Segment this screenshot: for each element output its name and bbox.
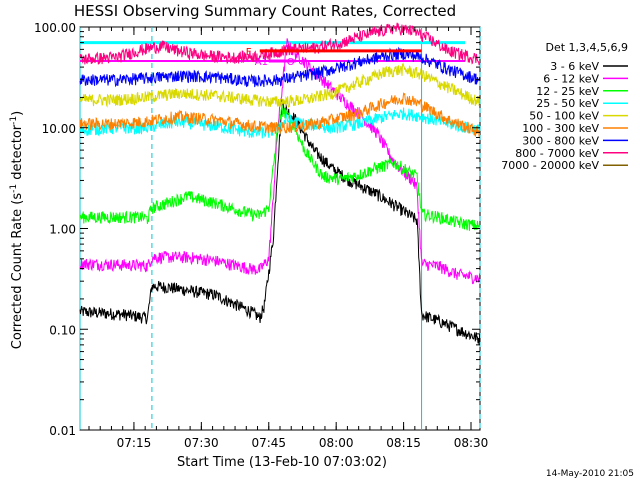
series-lines: [79, 22, 481, 345]
reference-lines: [79, 27, 481, 430]
x-tick-label-0: 07:15: [117, 436, 152, 450]
overlay-bars: FA1 O: [246, 47, 422, 68]
legend-entry-label-1: 6 - 12 keV: [543, 72, 599, 85]
plot-frame: [79, 26, 481, 431]
series-line-5: [79, 92, 481, 138]
legend-entry-label-3: 25 - 50 keV: [536, 97, 599, 110]
y-tick-label-3: 0.10: [49, 323, 76, 337]
x-tick-label-5: 08:30: [454, 436, 489, 450]
x-tick-label-4: 08:15: [386, 436, 421, 450]
y-axis-label-sup2: -1: [9, 116, 19, 125]
legend-entry-label-2: 12 - 25 keV: [536, 85, 599, 98]
y-tick-label-0: 100.00: [34, 21, 76, 35]
legend-entry-label-4: 50 - 100 keV: [529, 110, 599, 123]
legend-entry-label-8: 7000 - 20000 keV: [501, 159, 599, 172]
y-tick-label-1: 10.00: [42, 122, 76, 136]
series-line-7: [79, 22, 481, 66]
legend-title: Det 1,3,4,5,6,9: [545, 41, 628, 54]
y-axis-label-part1: Corrected Count Rate (s: [10, 193, 25, 350]
y-tick-label-4: 0.01: [49, 424, 76, 438]
plot-border: [79, 26, 481, 431]
overlay-bar-label-2: O: [287, 57, 295, 68]
series-line-6: [79, 46, 481, 88]
footer-timestamp: 14-May-2010 21:05: [546, 469, 634, 479]
y-axis-label: Corrected Count Rate (s-1 detector-1): [9, 111, 25, 349]
x-axis-label: Start Time (13-Feb-10 07:03:02): [177, 455, 387, 470]
y-axis-label-part2: detector: [10, 124, 25, 184]
legend-entry-label-7: 800 - 7000 keV: [515, 147, 599, 160]
legend-entry-label-6: 300 - 800 keV: [522, 134, 599, 147]
series-line-0: [79, 99, 481, 345]
x-tick-label-2: 07:45: [251, 436, 286, 450]
overlay-bar-label-1: A1: [255, 57, 268, 68]
series-line-4: [79, 62, 480, 108]
y-tick-label-2: 1.00: [49, 223, 76, 237]
series-line-2: [79, 104, 481, 231]
chart-title: HESSI Observing Summary Count Rates, Cor…: [74, 2, 456, 20]
y-axis-label-sup1: -1: [9, 184, 19, 193]
x-tick-label-3: 08:00: [319, 436, 354, 450]
axes: 100.00 10.00 1.00 0.10 0.01 07:15 07:30 07:45 08…: [34, 21, 488, 450]
overlay-bar-label-0: F: [246, 47, 252, 58]
x-tick-label-1: 07:30: [184, 436, 219, 450]
legend-entry-label-0: 3 - 6 keV: [550, 60, 599, 73]
legend-entry-label-5: 100 - 300 keV: [522, 122, 599, 135]
y-axis-label-part3: ): [10, 111, 25, 116]
